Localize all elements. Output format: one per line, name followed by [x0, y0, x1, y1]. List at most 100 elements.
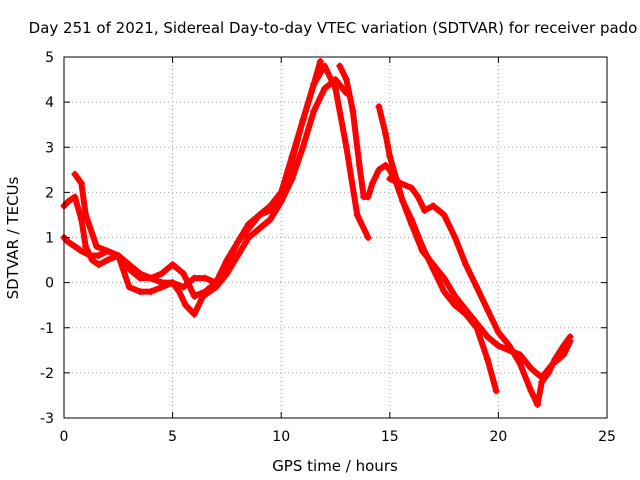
- data-point: [180, 283, 187, 291]
- data-point: [223, 270, 231, 278]
- y-tick-label: 2: [45, 185, 54, 201]
- data-point: [336, 62, 344, 70]
- x-tick-label: 10: [272, 429, 290, 445]
- data-point: [462, 261, 470, 269]
- y-tick-label: -1: [40, 321, 54, 337]
- data-point: [538, 378, 546, 386]
- data-point: [190, 310, 198, 318]
- data-point: [77, 247, 85, 255]
- data-point: [364, 234, 372, 241]
- data-point: [316, 58, 324, 65]
- data-point: [421, 206, 429, 214]
- data-point: [266, 206, 274, 214]
- y-tick-label: 0: [45, 276, 54, 292]
- data-point: [527, 387, 535, 395]
- data-point: [77, 179, 85, 187]
- x-tick-label: 20: [489, 429, 507, 445]
- data-point: [82, 211, 90, 219]
- data-point: [234, 238, 242, 246]
- data-point: [551, 355, 559, 363]
- data-point: [492, 387, 500, 395]
- data-point: [342, 143, 350, 151]
- data-point: [223, 256, 231, 264]
- series-trace-e: [375, 103, 500, 395]
- data-point: [93, 243, 101, 250]
- data-point: [451, 292, 459, 300]
- y-tick-label: 5: [45, 50, 54, 66]
- data-point: [484, 355, 491, 363]
- data-point: [451, 301, 459, 309]
- data-series: [60, 58, 574, 408]
- data-point: [534, 401, 541, 408]
- data-point: [310, 80, 318, 88]
- x-tick-label: 5: [168, 429, 177, 445]
- data-point: [95, 261, 103, 269]
- data-point: [136, 288, 144, 296]
- data-point: [125, 283, 133, 291]
- data-point: [125, 265, 133, 273]
- data-point: [103, 247, 111, 255]
- data-point: [288, 152, 296, 160]
- data-point: [332, 76, 339, 84]
- data-point: [64, 197, 72, 205]
- data-point: [71, 170, 79, 178]
- data-point: [368, 179, 376, 187]
- data-point: [473, 283, 481, 291]
- data-point: [386, 175, 394, 183]
- data-point: [95, 252, 103, 259]
- data-point: [349, 107, 357, 115]
- data-point: [386, 152, 394, 160]
- data-point: [88, 256, 96, 264]
- data-point: [71, 243, 79, 250]
- series-line: [375, 103, 500, 394]
- y-tick-labels: -3 -2 -1 0 1 2 3 4 5: [40, 50, 54, 427]
- data-point: [566, 333, 574, 341]
- x-tick-label: 15: [381, 429, 399, 445]
- axis-ticks: [63, 56, 608, 419]
- data-point: [484, 306, 491, 314]
- data-point: [473, 324, 481, 332]
- data-point: [375, 103, 383, 111]
- data-point: [505, 342, 513, 350]
- y-axis-label: SDTVAR / TECUs: [4, 176, 22, 299]
- data-point: [414, 193, 422, 201]
- data-point: [440, 288, 448, 296]
- y-tick-label: 1: [45, 231, 54, 247]
- data-point: [212, 279, 220, 287]
- data-point: [234, 252, 242, 259]
- grid-lines: [64, 57, 607, 418]
- data-point: [375, 166, 383, 174]
- data-point: [71, 193, 79, 201]
- data-point: [399, 197, 407, 205]
- data-point: [408, 215, 415, 223]
- data-point: [199, 292, 207, 300]
- data-point: [494, 342, 502, 350]
- series-trace-c: [71, 58, 324, 296]
- data-point: [103, 256, 111, 264]
- x-tick-label: 25: [598, 429, 616, 445]
- data-point: [382, 161, 389, 169]
- data-point: [544, 369, 552, 377]
- data-point: [364, 193, 372, 201]
- data-point: [397, 179, 405, 187]
- data-point: [321, 85, 329, 93]
- data-point: [169, 261, 177, 269]
- data-point: [355, 161, 363, 169]
- data-point: [451, 234, 459, 241]
- data-point: [190, 292, 198, 300]
- data-point: [440, 274, 448, 282]
- data-point: [77, 215, 85, 223]
- x-tick-label: 0: [60, 429, 69, 445]
- data-point: [462, 310, 470, 318]
- y-tick-label: -2: [40, 366, 54, 382]
- data-point: [353, 211, 361, 219]
- data-point: [256, 225, 263, 232]
- data-point: [64, 238, 72, 246]
- data-point: [516, 360, 524, 368]
- data-point: [256, 211, 263, 219]
- data-point: [527, 364, 535, 372]
- data-point: [190, 274, 198, 282]
- data-point: [114, 252, 122, 259]
- x-tick-labels: 0 5 10 15 20 25: [60, 429, 616, 445]
